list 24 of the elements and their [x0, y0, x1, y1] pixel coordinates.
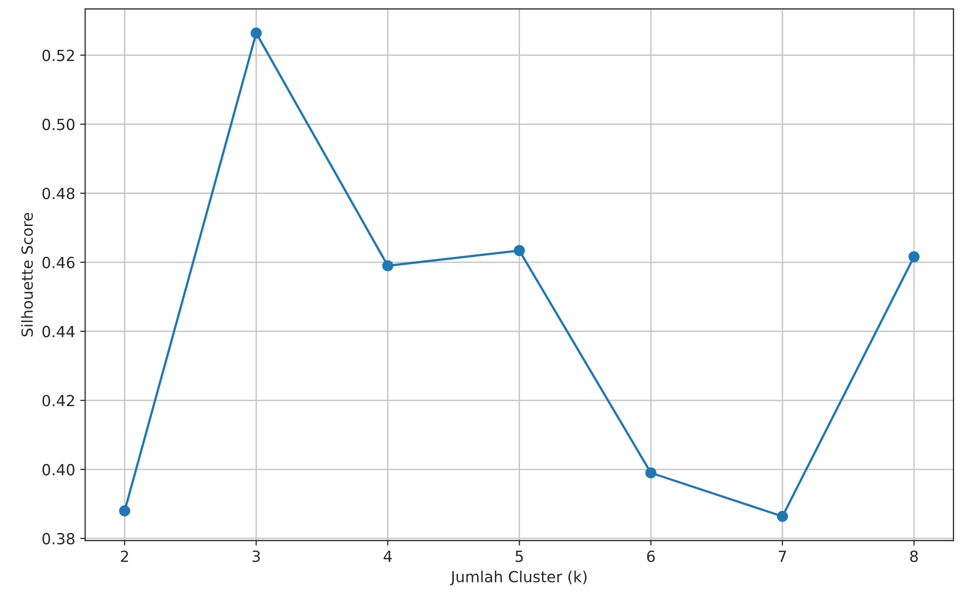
y-axis-title: Silhouette Score	[21, 212, 33, 336]
x-tick-label: 4	[384, 550, 392, 562]
x-tick-label: 2	[120, 550, 128, 562]
point	[250, 28, 262, 39]
point	[382, 260, 394, 272]
y-tick-label: 0.38	[42, 532, 74, 544]
point	[776, 510, 788, 522]
point	[514, 245, 525, 256]
x-tick-label: 6	[647, 550, 655, 562]
y-tick-label: 0.46	[42, 256, 74, 268]
x-tick-label: 7	[778, 550, 786, 562]
x-tick-label: 3	[252, 550, 260, 562]
y-tick-label: 0.42	[42, 394, 74, 406]
point	[119, 505, 130, 516]
y-tick-label: 0.40	[42, 464, 74, 476]
y-tick-label: 0.50	[42, 118, 74, 130]
x-axis-title: Jumlah Cluster (k)	[450, 570, 587, 586]
x-tick-label: 8	[910, 550, 918, 562]
y-tick-label: 0.52	[42, 50, 74, 62]
point	[908, 251, 920, 262]
y-tick-label: 0.44	[42, 326, 75, 338]
y-tick-label: 0.48	[42, 188, 74, 200]
x-tick-label: 5	[516, 550, 523, 562]
point	[645, 467, 656, 478]
